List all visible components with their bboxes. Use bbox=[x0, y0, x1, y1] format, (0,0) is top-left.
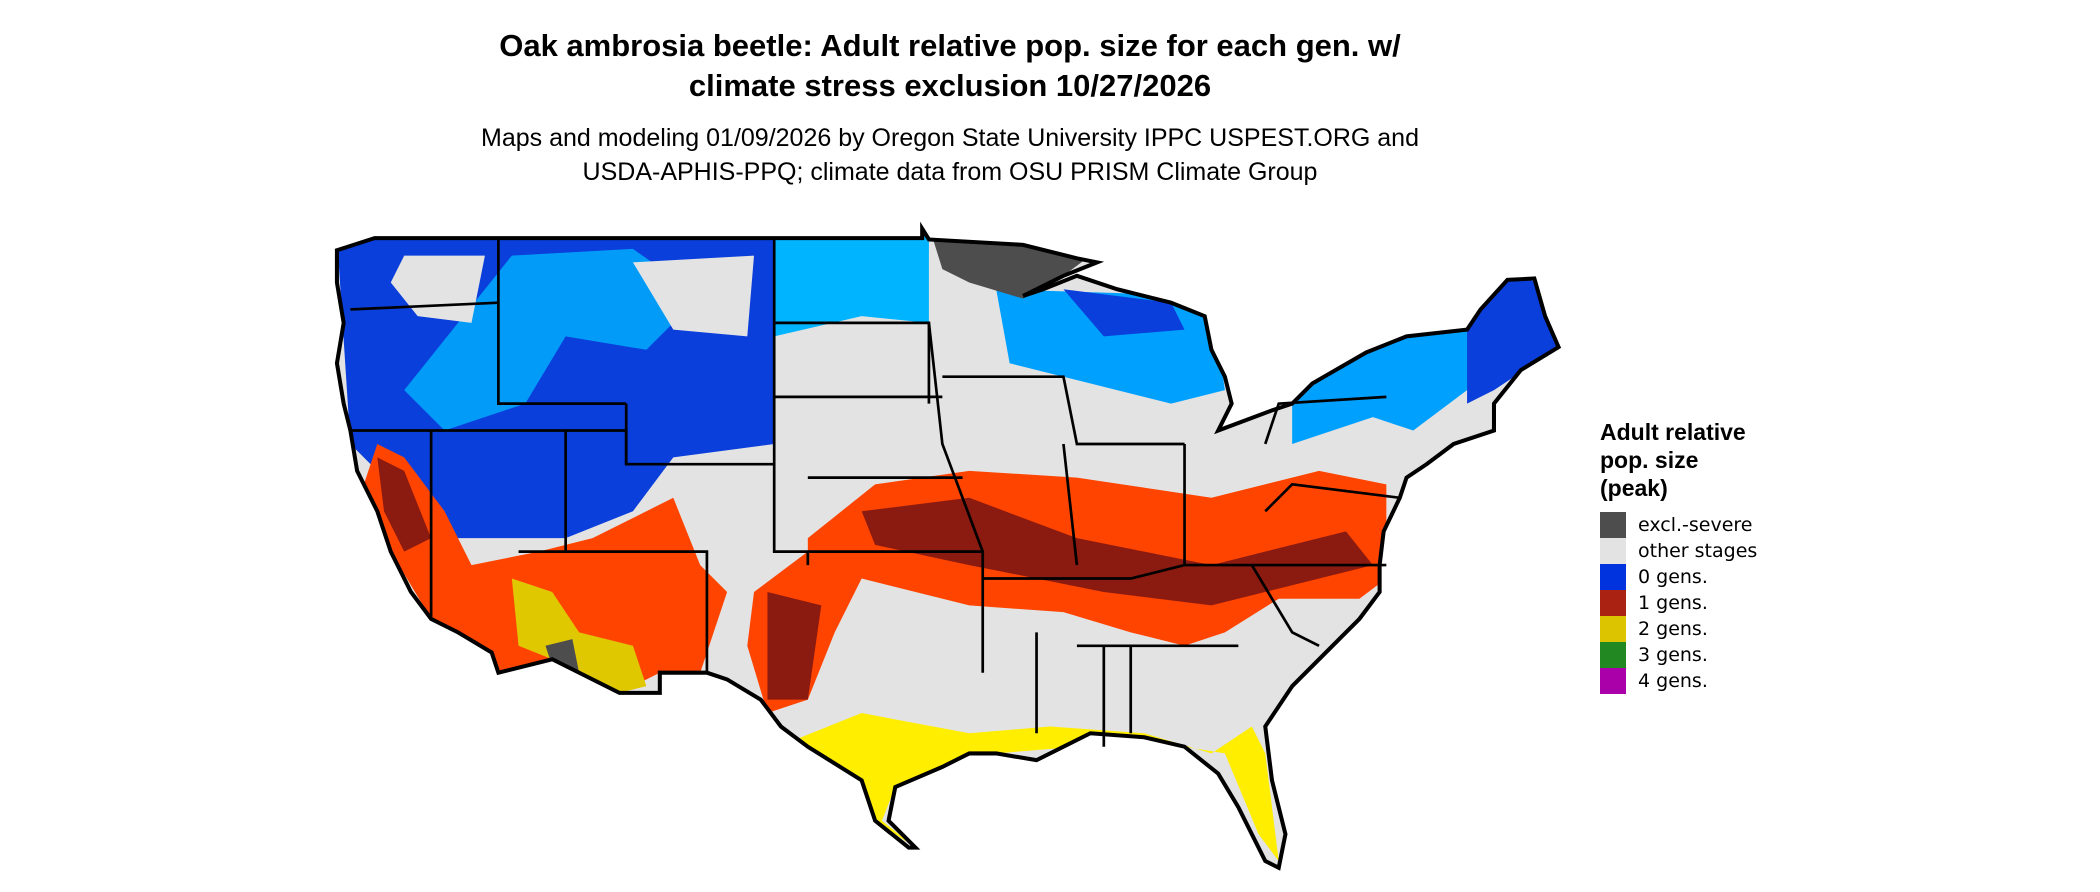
one-gens-california-dark bbox=[377, 457, 432, 552]
legend-title: Adult relative pop. size (peak) bbox=[1600, 418, 1800, 502]
legend-swatch bbox=[1600, 616, 1626, 642]
zero-gens-north-central bbox=[774, 235, 929, 337]
map-title-line1: Oak ambrosia beetle: Adult relative pop.… bbox=[499, 28, 1401, 63]
zero-gens-lake-superior bbox=[1063, 289, 1185, 337]
legend-title-line: Adult relative bbox=[1600, 419, 1746, 445]
legend-label: 0 gens. bbox=[1638, 566, 1708, 588]
legend-item: 0 gens. bbox=[1600, 564, 1800, 590]
legend-item: 2 gens. bbox=[1600, 616, 1800, 642]
legend-label: other stages bbox=[1638, 540, 1758, 562]
legend-item: other stages bbox=[1600, 538, 1800, 564]
two-gens-arizona bbox=[511, 578, 647, 693]
legend-title-line: (peak) bbox=[1600, 475, 1668, 501]
legend-item: 3 gens. bbox=[1600, 642, 1800, 668]
legend-item: excl.-severe bbox=[1600, 512, 1800, 538]
legend-label: 4 gens. bbox=[1638, 670, 1708, 692]
map-subtitle-line1: Maps and modeling 01/09/2026 by Oregon S… bbox=[481, 124, 1419, 152]
legend-swatch bbox=[1600, 538, 1626, 564]
legend-item: 4 gens. bbox=[1600, 668, 1800, 694]
state-borders bbox=[350, 238, 1400, 747]
one-gens-central-dark bbox=[861, 497, 1373, 606]
legend-title-line: pop. size bbox=[1600, 447, 1699, 473]
legend-item: 1 gens. bbox=[1600, 590, 1800, 616]
legend-label: 3 gens. bbox=[1638, 644, 1708, 666]
legend-swatch bbox=[1600, 642, 1626, 668]
legend: Adult relative pop. size (peak) excl.-se… bbox=[1600, 418, 1800, 694]
map-subtitle-line2: USDA-APHIS-PPQ; climate data from OSU PR… bbox=[582, 158, 1318, 186]
legend-label: 1 gens. bbox=[1638, 592, 1708, 614]
legend-swatch bbox=[1600, 668, 1626, 694]
zero-gens-maine bbox=[1467, 275, 1559, 404]
legend-label: excl.-severe bbox=[1638, 514, 1753, 536]
legend-swatch bbox=[1600, 564, 1626, 590]
map-title-line2: climate stress exclusion 10/27/2026 bbox=[688, 68, 1212, 103]
one-gens-texas-dark bbox=[767, 591, 822, 700]
zero-gens-northwest-light bbox=[404, 248, 701, 431]
other-stages-patch bbox=[632, 255, 755, 337]
legend-swatch bbox=[1600, 590, 1626, 616]
legend-swatch bbox=[1600, 512, 1626, 538]
legend-label: 2 gens. bbox=[1638, 618, 1708, 640]
two-gens-gulf-coast bbox=[794, 713, 1279, 862]
